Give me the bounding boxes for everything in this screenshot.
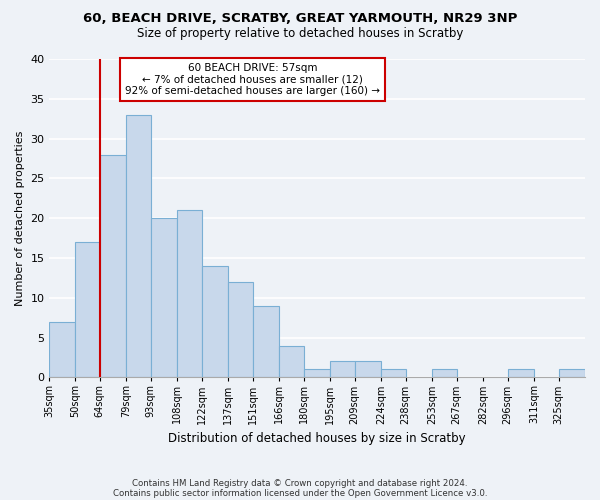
Bar (202, 266, 228, 378)
Bar (75, 242, 100, 378)
Bar (508, 370, 534, 378)
Text: Contains HM Land Registry data © Crown copyright and database right 2024.: Contains HM Land Registry data © Crown c… (132, 478, 468, 488)
Y-axis label: Number of detached properties: Number of detached properties (15, 130, 25, 306)
Bar (100, 154, 126, 378)
Bar (177, 210, 202, 378)
Bar (228, 282, 253, 378)
Text: 60 BEACH DRIVE: 57sqm
← 7% of detached houses are smaller (12)
92% of semi-detac: 60 BEACH DRIVE: 57sqm ← 7% of detached h… (125, 63, 380, 96)
Bar (126, 114, 151, 378)
Bar (279, 346, 304, 378)
Bar (432, 370, 457, 378)
Bar (381, 370, 406, 378)
Text: Contains public sector information licensed under the Open Government Licence v3: Contains public sector information licen… (113, 488, 487, 498)
X-axis label: Distribution of detached houses by size in Scratby: Distribution of detached houses by size … (168, 432, 466, 445)
Text: 60, BEACH DRIVE, SCRATBY, GREAT YARMOUTH, NR29 3NP: 60, BEACH DRIVE, SCRATBY, GREAT YARMOUTH… (83, 12, 517, 26)
Bar (253, 306, 279, 378)
Bar (304, 370, 330, 378)
Text: Size of property relative to detached houses in Scratby: Size of property relative to detached ho… (137, 28, 463, 40)
Bar (355, 362, 381, 378)
Bar (49, 322, 75, 378)
Bar (559, 370, 585, 378)
Bar (151, 218, 177, 378)
Bar (330, 362, 355, 378)
